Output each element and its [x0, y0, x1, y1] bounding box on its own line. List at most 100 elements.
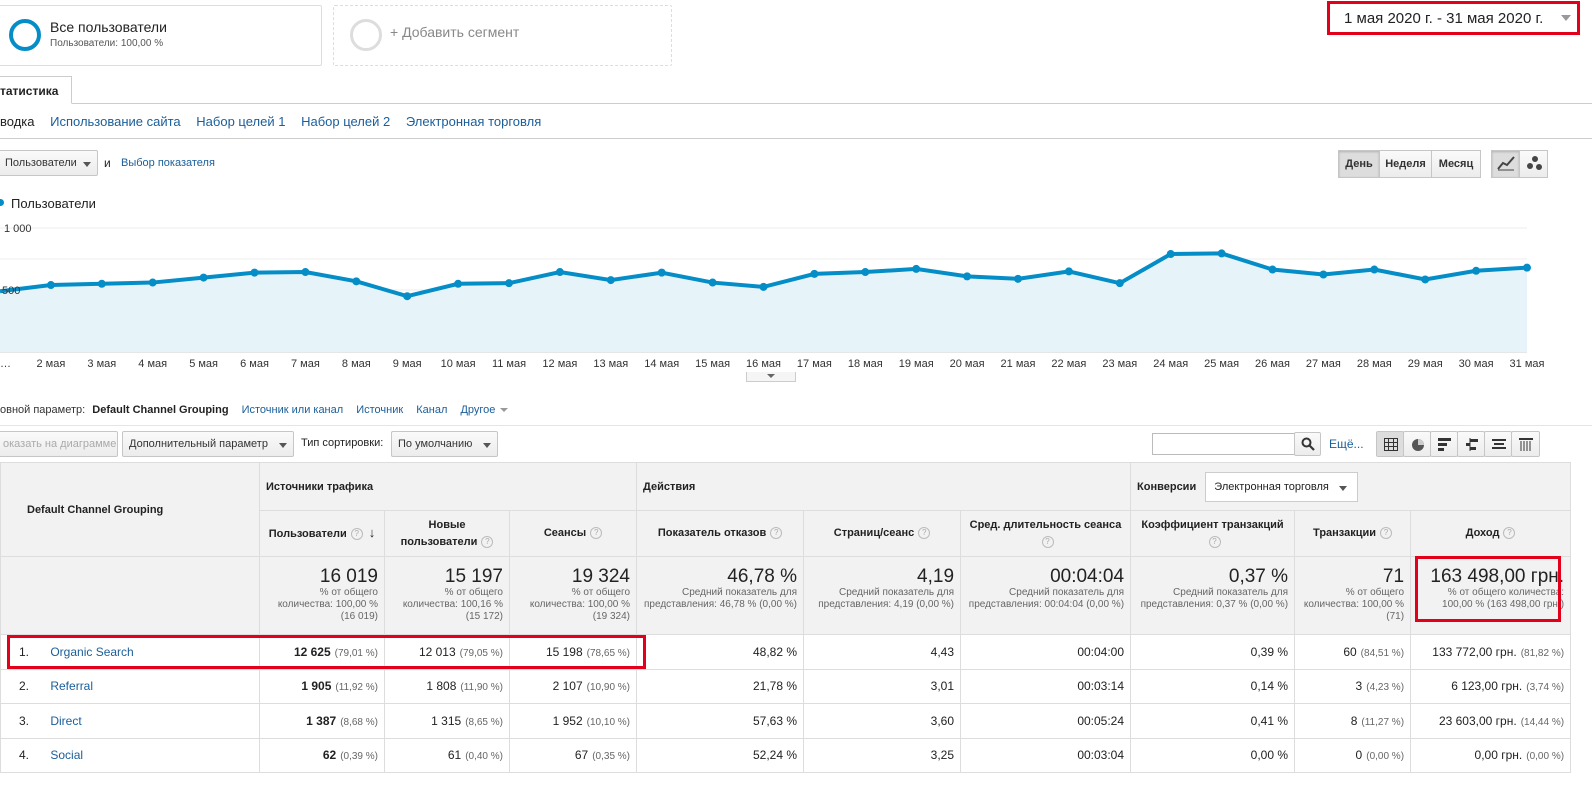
divider [0, 425, 1592, 426]
subnav-ecommerce[interactable]: Электронная торговля [405, 114, 542, 129]
help-icon[interactable]: ? [1208, 535, 1221, 548]
conversion-type-value: Электронная торговля [1214, 480, 1329, 493]
pie-view-icon[interactable] [1403, 431, 1431, 457]
dimension-medium[interactable]: Канал [416, 404, 448, 416]
subnav-site-usage[interactable]: Использование сайта [50, 114, 181, 129]
data-point[interactable] [1523, 263, 1531, 272]
motion-chart-icon[interactable] [1519, 150, 1548, 178]
sort-type-label: Тип сортировки: [301, 437, 384, 449]
data-point[interactable] [1319, 270, 1328, 279]
segment-all-users[interactable]: Все пользователи Пользователи: 100,00 % [0, 5, 322, 66]
data-point[interactable] [912, 264, 921, 273]
help-icon[interactable]: ? [1380, 527, 1393, 540]
chevron-down-icon [500, 408, 509, 413]
channel-cell: 3. Direct [0, 703, 260, 739]
channel-link[interactable]: Social [50, 748, 84, 763]
data-point[interactable] [963, 272, 972, 281]
table-view-icon[interactable] [1376, 431, 1404, 457]
subnav-goals-2[interactable]: Набор целей 2 [301, 114, 391, 129]
conversion-type-select[interactable]: Электронная торговля [1205, 471, 1358, 502]
help-icon[interactable]: ? [1041, 535, 1054, 548]
sort-type-select[interactable]: По умолчанию [391, 431, 498, 457]
col-avg-session-duration[interactable]: Сред. длительность сеанса? [960, 510, 1132, 557]
data-point[interactable] [1064, 267, 1073, 276]
data-point[interactable] [403, 292, 412, 301]
period-day-button[interactable]: День [1338, 150, 1380, 178]
data-point[interactable] [1166, 250, 1175, 259]
col-bounce-rate[interactable]: Показатель отказов? [636, 510, 805, 557]
data-point[interactable] [606, 276, 615, 285]
table-search-input[interactable] [1152, 433, 1295, 455]
help-icon[interactable]: ? [770, 527, 783, 540]
data-point[interactable] [657, 268, 666, 277]
data-point[interactable] [1370, 265, 1379, 274]
metric-select[interactable]: Пользователи [0, 150, 98, 176]
help-icon[interactable]: ? [918, 527, 931, 540]
subnav-goals-1[interactable]: Набор целей 1 [196, 114, 286, 129]
dimension-header[interactable]: Default Channel Grouping [0, 462, 260, 557]
line-chart-icon[interactable] [1491, 150, 1520, 178]
col-users[interactable]: Пользователи? ↓ [259, 510, 385, 557]
data-point[interactable] [352, 277, 361, 286]
col-transactions[interactable]: Транзакции? [1294, 510, 1412, 557]
data-point[interactable] [1014, 274, 1022, 283]
pages-cell: 3,60 [803, 703, 962, 739]
dimension-source-medium[interactable]: Источник или канал [241, 404, 344, 416]
data-point[interactable] [1268, 265, 1277, 274]
dimension-source[interactable]: Источник [356, 404, 404, 416]
help-icon[interactable]: ? [590, 527, 603, 540]
data-point[interactable] [454, 279, 463, 288]
data-point[interactable] [250, 268, 259, 277]
col-conversion-rate[interactable]: Коэффициент транзакций? [1130, 510, 1296, 557]
advanced-filter-link[interactable]: Ещё... [1329, 437, 1364, 451]
col-avg-session-duration-label: Сред. длительность сеанса [969, 518, 1122, 531]
data-point[interactable] [555, 268, 564, 277]
col-bounce-rate-label: Показатель отказов [657, 527, 767, 539]
data-point[interactable] [505, 279, 513, 288]
pivot-view-icon[interactable] [1511, 431, 1540, 457]
data-point[interactable] [759, 282, 768, 291]
choose-metric-link[interactable]: Выбор показателя [121, 157, 215, 169]
total-avg-duration: 00:04:04 Средний показатель для представл… [960, 556, 1132, 635]
data-point[interactable] [708, 278, 717, 287]
data-point[interactable] [148, 278, 157, 287]
subnav-summary[interactable]: водка [0, 114, 35, 129]
data-point[interactable] [861, 268, 870, 277]
help-icon[interactable]: ? [1503, 527, 1516, 540]
period-month-button[interactable]: Месяц [1431, 150, 1481, 178]
dimension-other[interactable]: Другое [460, 404, 496, 416]
comparison-view-icon[interactable] [1457, 431, 1485, 457]
help-icon[interactable]: ? [350, 528, 363, 541]
period-week-button[interactable]: Неделя [1379, 150, 1432, 178]
secondary-dimension-select[interactable]: Дополнительный параметр [122, 431, 294, 457]
transactions-cell: 3 (4,23 %) [1294, 668, 1412, 704]
data-point[interactable] [1472, 266, 1481, 275]
add-segment-card[interactable]: + Добавить сегмент [333, 5, 672, 66]
show-on-chart-button[interactable]: оказать на диаграмме [0, 431, 118, 457]
col-revenue[interactable]: Доход? [1410, 510, 1572, 557]
data-point[interactable] [97, 279, 106, 288]
data-point[interactable] [46, 281, 55, 290]
term-cloud-view-icon[interactable] [1484, 431, 1512, 457]
conversion-cell: 0,41 % [1130, 703, 1296, 739]
data-point[interactable] [1217, 249, 1226, 258]
conversion-cell: 0,00 % [1130, 737, 1296, 773]
search-button[interactable] [1294, 432, 1321, 456]
data-point[interactable] [810, 269, 819, 278]
data-point[interactable] [301, 268, 310, 277]
date-range-picker[interactable]: 1 мая 2020 г. - 31 мая 2020 г. [1327, 1, 1580, 35]
col-pages-per-session[interactable]: Страниц/сеанс? [803, 510, 962, 557]
help-icon[interactable]: ? [481, 535, 494, 548]
chart-resize-handle[interactable] [746, 372, 796, 382]
data-point[interactable] [199, 273, 208, 282]
channel-link[interactable]: Referral [50, 679, 94, 694]
channel-link[interactable]: Organic Search [50, 644, 134, 659]
data-point[interactable] [1115, 279, 1124, 288]
performance-view-icon[interactable] [1430, 431, 1458, 457]
data-point[interactable] [1421, 275, 1430, 284]
col-new-users[interactable]: Новые пользователи? [384, 510, 510, 557]
channel-link[interactable]: Direct [50, 713, 82, 728]
col-sessions[interactable]: Сеансы? [508, 510, 638, 557]
channel-cell: 2. Referral [0, 668, 260, 704]
tab-statistics[interactable]: татистика [0, 76, 72, 104]
